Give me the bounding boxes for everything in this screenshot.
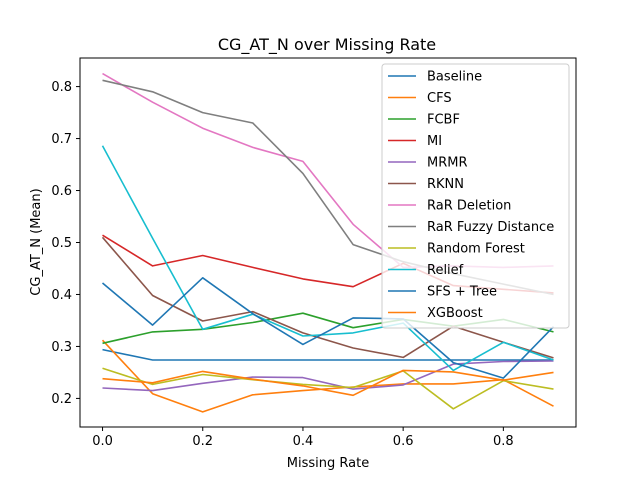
series-line-5 [101,236,554,359]
series-line-8 [102,367,554,410]
x-tick-label: 0.6 [393,434,414,449]
legend-label: RKNN [427,177,464,192]
legend-label: Relief [427,263,464,278]
chart-title: CG_AT_N over Missing Rate [218,35,436,55]
legend-label: XGBoost [427,306,483,321]
legend-label: MRMR [427,156,468,171]
y-tick-label: 0.6 [51,184,72,199]
series-layer [101,72,555,413]
y-tick-label: 0.2 [51,392,72,407]
legend-label: Baseline [427,70,482,85]
series-line-4 [102,360,554,392]
x-tick-label: 0.0 [92,434,113,449]
legend-label: Random Forest [427,242,525,257]
series-line-1 [101,339,554,413]
legend: Baseline CFS FCBF MI MRMR RKNN RaR Deletion RaR… [381,63,570,329]
legend-label: MI [427,134,442,149]
y-tick-label: 0.8 [51,80,72,95]
series-line-10 [101,276,555,379]
x-axis-title: Missing Rate [287,456,369,471]
legend-label: RaR Deletion [427,199,511,214]
y-tick-label: 0.5 [51,236,72,251]
y-tick-label: 0.7 [51,132,72,147]
y-axis: 0.2 0.3 0.4 0.5 0.6 0.7 0.8 [51,80,80,407]
legend-box [381,63,570,329]
legend-label: SFS + Tree [427,285,497,300]
x-tick-label: 0.8 [493,434,514,449]
y-tick-label: 0.3 [51,340,72,355]
series-line-0 [102,348,554,361]
x-axis: 0.0 0.2 0.4 0.6 0.8 [92,427,514,449]
y-axis-title: CG_AT_N (Mean) [29,188,44,295]
x-tick-label: 0.4 [293,434,314,449]
legend-label: RaR Fuzzy Distance [427,220,554,235]
y-tick-label: 0.4 [51,288,72,303]
x-tick-label: 0.2 [192,434,213,449]
legend-label: CFS [427,91,452,106]
legend-label: FCBF [427,113,460,128]
series-line-9 [101,145,554,372]
series-line-11 [102,369,554,397]
